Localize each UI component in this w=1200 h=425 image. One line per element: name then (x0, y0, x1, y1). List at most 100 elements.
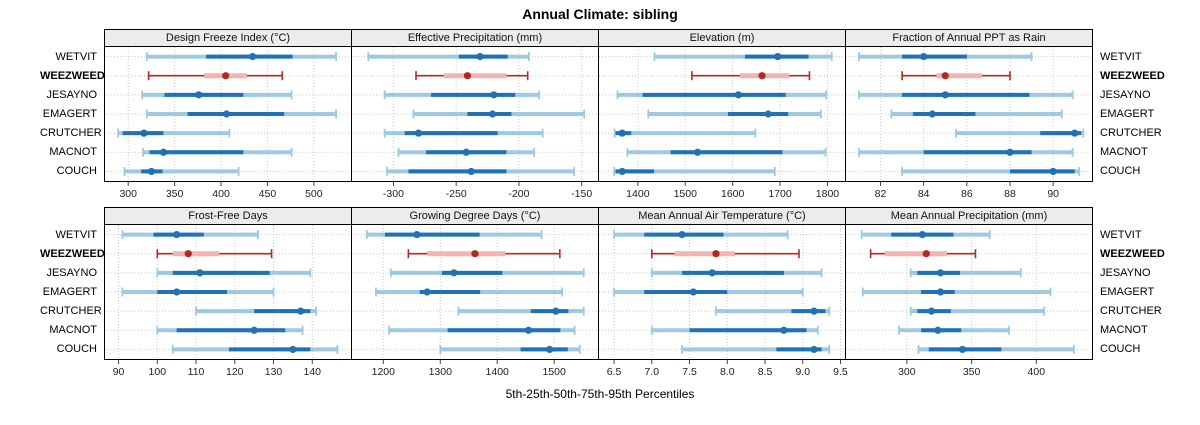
site-label-jesayno: JESAYNO (46, 88, 97, 101)
site-label-wetvit: WETVIT (1100, 50, 1142, 63)
median-dot-emagert (173, 288, 181, 296)
median-dot-weezweed (712, 250, 720, 258)
median-dot-weezweed (758, 72, 766, 80)
median-dot-crutcher (297, 307, 305, 315)
median-dot-couch (618, 167, 626, 176)
x-tick-label: 120 (226, 366, 244, 378)
site-label-column-right: WETVIT WEEZWEED JESAYNO EMAGERT CRUTCHER MACN… (1093, 29, 1189, 203)
site-label-crutcher: CRUTCHER (1100, 305, 1162, 318)
median-dot-wetvit (774, 52, 782, 61)
panels-wrap: Design Freeze Index (°C) 300 350 400 450 500 E… (104, 29, 1093, 203)
strip-spacer (40, 207, 104, 225)
site-label-wetvit: WETVIT (55, 50, 97, 63)
panel-mean-annual-air-temperature-c: Mean Annual Air Temperature (°C) 6.5 7.0 7.… (598, 207, 848, 381)
panel-row-2: WETVIT WEEZWEED JESAYNO EMAGERT CRUTCHER MACN… (40, 207, 1200, 381)
median-dot-weezweed (184, 250, 192, 258)
site-label-couch: COUCH (1100, 165, 1141, 178)
x-axis: 1200 1300 1400 1500 (372, 360, 566, 378)
median-dot-wetvit (918, 230, 926, 239)
panel-fraction-of-annual-ppt-as-rain: Fraction of Annual PPT as Rain 82 84 86 88 90 (845, 29, 1093, 203)
site-label-crutcher: CRUTCHER (1100, 127, 1162, 140)
x-tick-label: 130 (265, 366, 283, 378)
x-tick-label: 88 (1004, 188, 1016, 200)
median-dot-crutcher (414, 129, 423, 137)
median-dot-macnot (159, 148, 168, 156)
median-dot-jesayno (708, 269, 716, 277)
median-dot-macnot (780, 326, 788, 334)
median-dot-emagert (223, 110, 231, 118)
median-dot-wetvit (249, 52, 257, 61)
panel-design-freeze-index-c: Design Freeze Index (°C) 300 350 400 450 500 (104, 29, 352, 203)
median-dot-emagert (488, 110, 497, 118)
median-dot-crutcher (927, 307, 936, 315)
x-tick-label: 1200 (372, 366, 396, 378)
median-dot-crutcher (140, 129, 148, 137)
site-label-weezweed: WEEZWEED (40, 69, 105, 82)
median-dot-macnot (250, 326, 258, 334)
x-tick-label: 350 (963, 366, 981, 378)
percentile-caption: 5th-25th-50th-75th-95th Percentiles (505, 387, 695, 401)
x-tick-label: 1400 (626, 188, 650, 200)
median-dot-couch (810, 345, 818, 354)
site-label-emagert: EMAGERT (42, 285, 97, 298)
site-label-macnot: MACNOT (49, 324, 97, 337)
site-label-weezweed: WEEZWEED (1100, 247, 1165, 260)
x-tick-label: 400 (1028, 366, 1046, 378)
site-label-crutcher: CRUTCHER (40, 305, 102, 318)
median-dot-couch (467, 167, 475, 176)
x-axis: 1400 1500 1600 1700 1800 (626, 182, 840, 200)
panel-strip-title: Growing Degree Days (°C) (351, 207, 599, 225)
x-axis: 90 100 110 120 130 140 (113, 360, 321, 378)
median-dot-emagert (928, 110, 936, 118)
x-tick-label: 350 (166, 188, 184, 200)
median-dot-crutcher (552, 307, 560, 315)
median-dot-jesayno (734, 91, 742, 99)
site-label-column-left: WETVIT WEEZWEED JESAYNO EMAGERT CRUTCHER MACN… (40, 29, 105, 203)
x-tick-label: 86 (961, 188, 973, 200)
median-dot-crutcher (618, 129, 626, 137)
site-label-column-left: WETVIT WEEZWEED JESAYNO EMAGERT CRUTCHER MACN… (40, 207, 105, 381)
x-tick-label: 8.5 (758, 366, 773, 378)
site-label-column-right: WETVIT WEEZWEED JESAYNO EMAGERT CRUTCHER MACN… (1093, 207, 1189, 381)
x-axis: -300 -250 -200 -150 (383, 182, 592, 200)
strip-spacer (40, 29, 104, 47)
site-label-macnot: MACNOT (1100, 324, 1148, 337)
median-dot-crutcher (810, 307, 818, 315)
strip-spacer (1093, 29, 1189, 47)
median-dot-emagert (689, 288, 697, 296)
x-tick-label: 1800 (816, 188, 840, 200)
median-dot-couch (147, 167, 156, 176)
median-dot-emagert (764, 110, 772, 118)
x-tick-label: 450 (259, 188, 277, 200)
x-axis: 6.5 7.0 7.5 8.0 8.5 9.0 9.5 (607, 360, 848, 378)
median-dot-wetvit (476, 52, 484, 61)
panel-grid: WETVIT WEEZWEED JESAYNO EMAGERT CRUTCHER MACN… (0, 29, 1200, 381)
x-tick-label: 140 (303, 366, 321, 378)
strip-spacer (1093, 207, 1189, 225)
median-dot-weezweed (922, 250, 930, 258)
median-dot-wetvit (678, 230, 686, 239)
site-labels: WETVIT WEEZWEED JESAYNO EMAGERT CRUTCHER MACN… (1093, 47, 1189, 181)
x-tick-label: 1500 (674, 188, 698, 200)
x-tick-label: 9.0 (795, 366, 810, 378)
site-label-couch: COUCH (56, 343, 97, 356)
panel-mean-annual-precipitation-mm: Mean Annual Precipitation (mm) 300 350 400 (845, 207, 1093, 381)
site-labels: WETVIT WEEZWEED JESAYNO EMAGERT CRUTCHER MACN… (1093, 225, 1189, 359)
site-label-jesayno: JESAYNO (1100, 266, 1151, 279)
x-tick-label: 1500 (542, 366, 566, 378)
panel-effective-precipitation-mm: Effective Precipitation (mm) -300 -250 -200… (351, 29, 599, 203)
median-dot-emagert (423, 288, 431, 296)
panel-frost-free-days: Frost-Free Days 90 100 110 120 130 140 (104, 207, 352, 381)
panels-wrap: Frost-Free Days 90 100 110 120 130 140 Growing … (104, 207, 1093, 381)
median-dot-macnot (693, 148, 702, 156)
median-dot-jesayno (450, 269, 458, 277)
site-label-emagert: EMAGERT (1100, 285, 1155, 298)
x-tick-label: 1400 (486, 366, 510, 378)
median-dot-weezweed (471, 250, 479, 258)
x-tick-label: 1700 (768, 188, 792, 200)
median-dot-macnot (934, 326, 942, 334)
site-label-weezweed: WEEZWEED (1100, 69, 1165, 82)
x-tick-label: 7.5 (682, 366, 697, 378)
median-dot-macnot (1006, 148, 1014, 156)
median-dot-wetvit (173, 230, 181, 239)
